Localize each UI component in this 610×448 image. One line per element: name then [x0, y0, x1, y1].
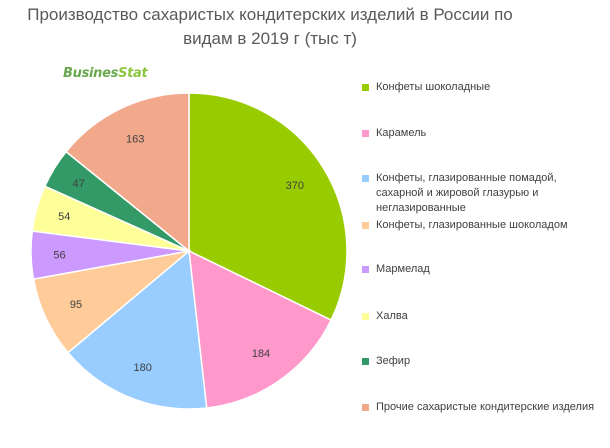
data-label-1: 370 [286, 180, 304, 192]
data-label-7: 47 [72, 178, 84, 190]
legend-swatch-4 [362, 222, 369, 229]
data-label-3: 180 [134, 362, 152, 374]
businesstat-logo: BusinesStat [63, 66, 148, 81]
legend-label-6: Халва [376, 310, 408, 322]
legend-swatch-8 [362, 404, 369, 411]
data-label-8: 163 [126, 133, 144, 145]
legend-swatch-5 [362, 266, 369, 273]
data-label-6: 54 [58, 211, 70, 223]
legend-label-7: Зефир [376, 355, 411, 367]
chart-title-line-2: видам в 2019 г (тыс т) [183, 29, 357, 48]
pie-slice-1 [188, 92, 348, 322]
legend-label-1: Конфеты шоколадные [376, 81, 491, 93]
legend-swatch-6 [362, 313, 369, 320]
chart-title-line-1: Производство сахаристых кондитерских изд… [27, 5, 513, 24]
pie-slice-3 [66, 249, 208, 410]
legend-swatch-7 [362, 358, 369, 365]
legend-swatch-1 [362, 84, 369, 91]
legend-swatch-2 [362, 130, 369, 137]
legend-label-3: Конфеты, глазированные помадой, сахарной… [376, 172, 557, 214]
pie-slice-2 [188, 249, 333, 409]
data-label-2: 184 [252, 348, 270, 360]
legend-label-4: Конфеты, глазированные шоколадом [376, 219, 568, 231]
data-label-4: 95 [70, 299, 82, 311]
data-label-5: 56 [53, 249, 65, 261]
legend-swatch-3 [362, 175, 369, 182]
legend-label-8: Прочие сахаристые кондитерские изделия [376, 401, 595, 413]
legend-label-2: Карамель [376, 127, 427, 139]
legend-label-5: Мармелад [376, 263, 430, 275]
pie-chart: 370 184 180 95 56 54 47 163 [30, 92, 348, 410]
chart-title: Производство сахаристых кондитерских изд… [0, 3, 540, 51]
pie-slice-8 [65, 92, 190, 253]
